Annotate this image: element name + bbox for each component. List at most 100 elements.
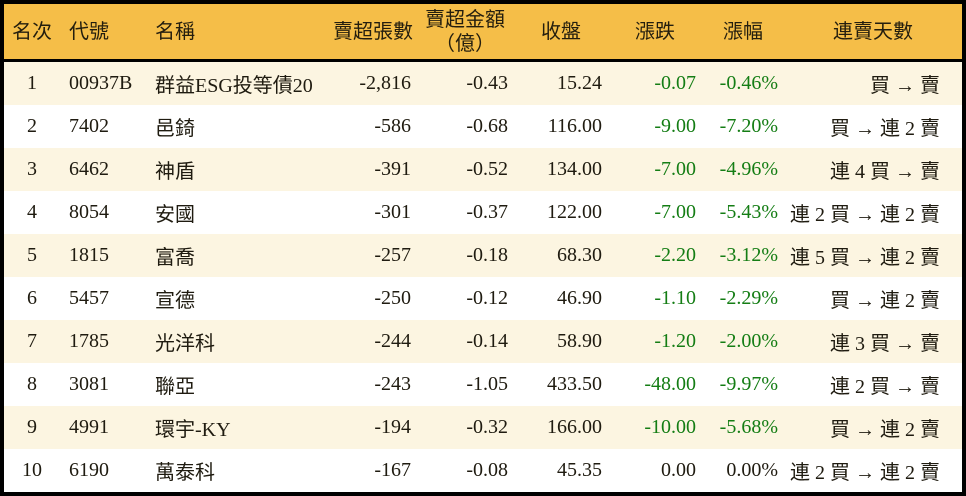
table-header: 名次 代號 名稱 賣超張數 賣超金額 （億） 收盤 漲跌 漲幅 連賣天數 [4, 4, 962, 62]
table-row: 4 8054 安國 -301 -0.37 122.00 -7.00 -5.43%… [4, 191, 962, 234]
cell-sell-volume: -301 [374, 201, 411, 223]
cell-change: -2.20 [654, 244, 696, 266]
cell-change: -7.00 [654, 201, 696, 223]
cell-code: 00937B [69, 72, 132, 94]
cell-rank: 1 [27, 72, 37, 94]
cell-close: 15.24 [557, 72, 602, 94]
cell-sell-amount: -0.12 [466, 287, 508, 309]
col-header-sell-volume: 賣超張數 [330, 4, 416, 62]
cell-streak: 買 → 連 2 賣 [830, 290, 940, 312]
col-header-change-pct: 漲幅 [702, 4, 784, 62]
cell-change: -48.00 [644, 373, 696, 395]
cell-sell-amount: -1.05 [466, 373, 508, 395]
cell-close: 166.00 [547, 416, 602, 438]
cell-change-pct: -3.12% [719, 244, 778, 266]
cell-code: 1815 [69, 244, 109, 266]
table-row: 3 6462 神盾 -391 -0.52 134.00 -7.00 -4.96%… [4, 148, 962, 191]
cell-streak: 連 2 買 → 連 2 賣 [790, 462, 940, 484]
cell-change: 0.00 [661, 459, 696, 481]
cell-rank: 3 [27, 158, 37, 180]
cell-sell-volume: -167 [374, 459, 411, 481]
cell-code: 6190 [69, 459, 109, 481]
cell-change: -0.07 [654, 72, 696, 94]
cell-sell-volume: -391 [374, 158, 411, 180]
cell-sell-amount: -0.18 [466, 244, 508, 266]
cell-change-pct: -9.97% [719, 373, 778, 395]
cell-close: 58.90 [557, 330, 602, 352]
cell-sell-amount: -0.52 [466, 158, 508, 180]
cell-change: -1.10 [654, 287, 696, 309]
cell-rank: 10 [22, 459, 42, 481]
cell-change-pct: -5.43% [719, 201, 778, 223]
cell-sell-amount: -0.32 [466, 416, 508, 438]
col-header-name: 名稱 [132, 4, 330, 62]
cell-sell-amount: -0.08 [466, 459, 508, 481]
col-header-change: 漲跌 [608, 4, 702, 62]
cell-close: 68.30 [557, 244, 602, 266]
cell-change-pct: -0.46% [719, 72, 778, 94]
cell-streak: 買 → 連 2 賣 [830, 118, 940, 140]
table-body: 1 00937B 群益ESG投等債20 -2,816 -0.43 15.24 -… [4, 60, 962, 492]
cell-code: 6462 [69, 158, 109, 180]
cell-rank: 7 [27, 330, 37, 352]
cell-change-pct: -7.20% [719, 115, 778, 137]
cell-close: 46.90 [557, 287, 602, 309]
col-header-sell-amount: 賣超金額 （億） [416, 4, 514, 62]
cell-close: 45.35 [557, 459, 602, 481]
cell-change: -9.00 [654, 115, 696, 137]
col-header-code: 代號 [60, 4, 132, 62]
table-row: 8 3081 聯亞 -243 -1.05 433.50 -48.00 -9.97… [4, 363, 962, 406]
cell-name: 環宇-KY [155, 419, 231, 441]
cell-sell-amount: -0.68 [466, 115, 508, 137]
cell-streak: 連 3 買 → 賣 [830, 333, 940, 355]
col-header-streak: 連賣天數 [784, 4, 962, 62]
cell-sell-volume: -2,816 [359, 72, 411, 94]
cell-name: 萬泰科 [155, 462, 215, 484]
cell-name: 神盾 [155, 161, 195, 183]
cell-rank: 6 [27, 287, 37, 309]
table-row: 7 1785 光洋科 -244 -0.14 58.90 -1.20 -2.00%… [4, 320, 962, 363]
cell-sell-volume: -243 [374, 373, 411, 395]
table-row: 9 4991 環宇-KY -194 -0.32 166.00 -10.00 -5… [4, 406, 962, 449]
cell-rank: 5 [27, 244, 37, 266]
cell-change-pct: -2.00% [719, 330, 778, 352]
table-row: 6 5457 宣德 -250 -0.12 46.90 -1.10 -2.29% … [4, 277, 962, 320]
cell-close: 116.00 [547, 115, 602, 137]
cell-streak: 連 2 買 → 連 2 賣 [790, 204, 940, 226]
cell-close: 433.50 [547, 373, 602, 395]
cell-sell-volume: -250 [374, 287, 411, 309]
table-row: 1 00937B 群益ESG投等債20 -2,816 -0.43 15.24 -… [4, 60, 962, 105]
table-row: 2 7402 邑錡 -586 -0.68 116.00 -9.00 -7.20%… [4, 105, 962, 148]
cell-change: -7.00 [654, 158, 696, 180]
cell-name: 富喬 [155, 247, 195, 269]
cell-change: -10.00 [644, 416, 696, 438]
cell-code: 5457 [69, 287, 109, 309]
cell-change-pct: 0.00% [726, 459, 778, 481]
cell-name: 光洋科 [155, 333, 215, 355]
sell-amount-label-line2: （億） [435, 32, 495, 55]
col-header-rank: 名次 [4, 4, 60, 62]
cell-streak: 買 → 賣 [870, 75, 940, 97]
table-row: 5 1815 富喬 -257 -0.18 68.30 -2.20 -3.12% … [4, 234, 962, 277]
net-sell-ranking-table: 名次 代號 名稱 賣超張數 賣超金額 （億） 收盤 漲跌 漲幅 連賣天數 1 0… [4, 4, 962, 492]
cell-sell-volume: -244 [374, 330, 411, 352]
cell-change-pct: -4.96% [719, 158, 778, 180]
cell-code: 7402 [69, 115, 109, 137]
table-row: 10 6190 萬泰科 -167 -0.08 45.35 0.00 0.00% … [4, 449, 962, 492]
cell-rank: 4 [27, 201, 37, 223]
cell-sell-amount: -0.37 [466, 201, 508, 223]
cell-name: 宣德 [155, 290, 195, 312]
cell-name: 邑錡 [155, 118, 195, 140]
cell-rank: 2 [27, 115, 37, 137]
cell-name: 安國 [155, 204, 195, 226]
col-header-close: 收盤 [514, 4, 608, 62]
cell-rank: 8 [27, 373, 37, 395]
cell-sell-volume: -586 [374, 115, 411, 137]
cell-sell-amount: -0.43 [466, 72, 508, 94]
cell-close: 134.00 [547, 158, 602, 180]
cell-streak: 連 5 買 → 連 2 賣 [790, 247, 940, 269]
cell-streak: 買 → 連 2 賣 [830, 419, 940, 441]
cell-name: 聯亞 [155, 376, 195, 398]
cell-streak: 連 2 買 → 賣 [830, 376, 940, 398]
